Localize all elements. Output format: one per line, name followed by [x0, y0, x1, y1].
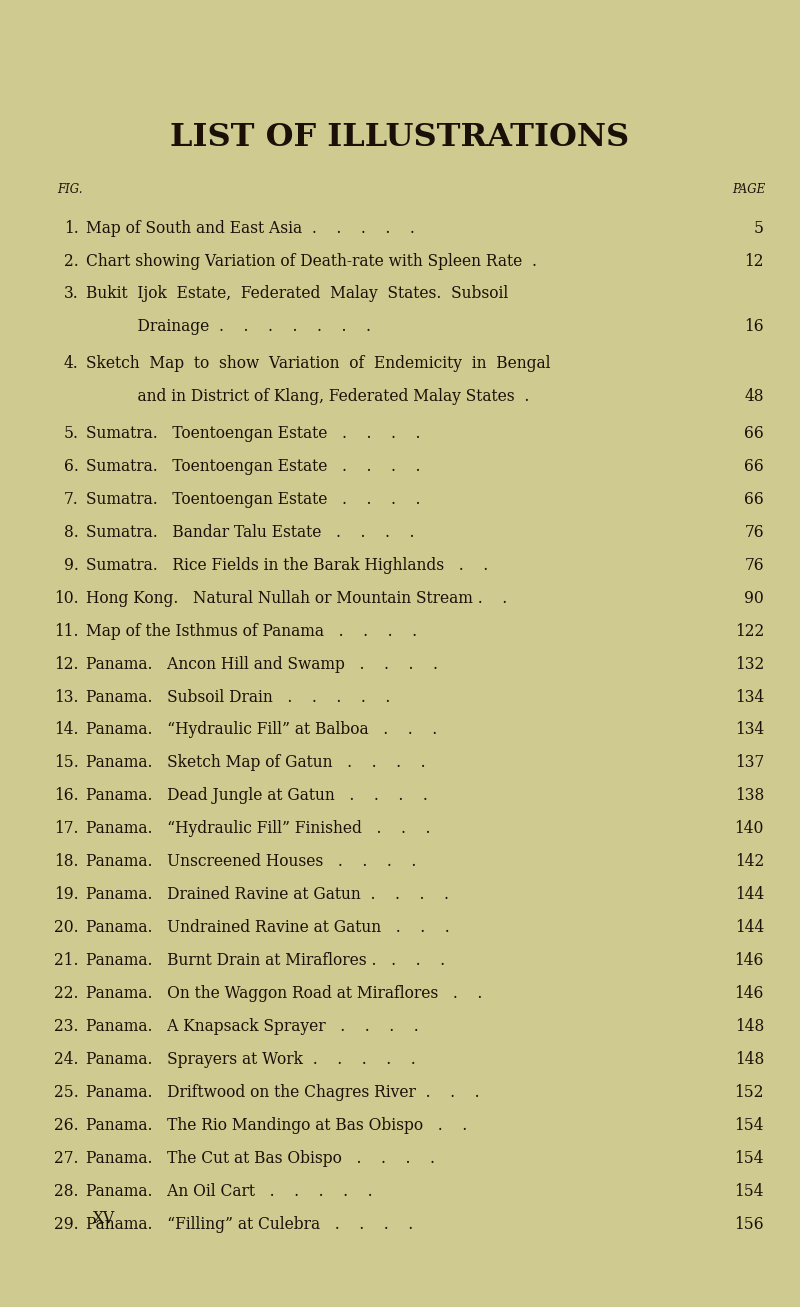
Text: 19.: 19. — [54, 886, 78, 903]
Text: 22.: 22. — [54, 985, 78, 1002]
Text: 14.: 14. — [54, 721, 78, 738]
Text: 142: 142 — [734, 853, 764, 870]
Text: Panama.   On the Waggon Road at Miraflores   .    .: Panama. On the Waggon Road at Miraflores… — [86, 985, 482, 1002]
Text: 12.: 12. — [54, 656, 78, 673]
Text: 66: 66 — [744, 457, 764, 474]
Text: 144: 144 — [734, 919, 764, 936]
Text: 132: 132 — [734, 656, 764, 673]
Text: Map of South and East Asia  .    .    .    .    .: Map of South and East Asia . . . . . — [86, 220, 415, 237]
Text: 18.: 18. — [54, 853, 78, 870]
Text: Panama.   An Oil Cart   .    .    .    .    .: Panama. An Oil Cart . . . . . — [86, 1183, 373, 1200]
Text: 90: 90 — [744, 589, 764, 606]
Text: 122: 122 — [734, 622, 764, 639]
Text: 76: 76 — [744, 524, 764, 541]
Text: Hong Kong.   Natural Nullah or Mountain Stream .    .: Hong Kong. Natural Nullah or Mountain St… — [86, 589, 508, 606]
Text: Panama.   Sprayers at Work  .    .    .    .    .: Panama. Sprayers at Work . . . . . — [86, 1051, 416, 1068]
Text: PAGE: PAGE — [732, 183, 766, 196]
Text: Panama.   “Filling” at Culebra   .    .    .    .: Panama. “Filling” at Culebra . . . . — [86, 1216, 414, 1233]
Text: 5.: 5. — [63, 425, 78, 442]
Text: 154: 154 — [734, 1183, 764, 1200]
Text: 66: 66 — [744, 491, 764, 508]
Text: Panama.   “Hydraulic Fill” Finished   .    .    .: Panama. “Hydraulic Fill” Finished . . . — [86, 821, 431, 838]
Text: 134: 134 — [734, 721, 764, 738]
Text: 134: 134 — [734, 689, 764, 706]
Text: 23.: 23. — [54, 1018, 78, 1035]
Text: 4.: 4. — [64, 356, 78, 372]
Text: 10.: 10. — [54, 589, 78, 606]
Text: Sketch  Map  to  show  Variation  of  Endemicity  in  Bengal: Sketch Map to show Variation of Endemici… — [86, 356, 551, 372]
Text: 66: 66 — [744, 425, 764, 442]
Text: Panama.   Drained Ravine at Gatun  .    .    .    .: Panama. Drained Ravine at Gatun . . . . — [86, 886, 450, 903]
Text: XV: XV — [93, 1209, 115, 1227]
Text: Panama.   Ancon Hill and Swamp   .    .    .    .: Panama. Ancon Hill and Swamp . . . . — [86, 656, 438, 673]
Text: 9.: 9. — [63, 557, 78, 574]
Text: Drainage  .    .    .    .    .    .    .: Drainage . . . . . . . — [118, 319, 371, 336]
Text: LIST OF ILLUSTRATIONS: LIST OF ILLUSTRATIONS — [170, 122, 630, 153]
Text: 140: 140 — [734, 821, 764, 838]
Text: 6.: 6. — [63, 457, 78, 474]
Text: 25.: 25. — [54, 1084, 78, 1100]
Text: Panama.   Undrained Ravine at Gatun   .    .    .: Panama. Undrained Ravine at Gatun . . . — [86, 919, 450, 936]
Text: 76: 76 — [744, 557, 764, 574]
Text: 17.: 17. — [54, 821, 78, 838]
Text: 146: 146 — [734, 985, 764, 1002]
Text: Map of the Isthmus of Panama   .    .    .    .: Map of the Isthmus of Panama . . . . — [86, 622, 418, 639]
Text: Panama.   Subsoil Drain   .    .    .    .    .: Panama. Subsoil Drain . . . . . — [86, 689, 390, 706]
Text: Panama.   Unscreened Houses   .    .    .    .: Panama. Unscreened Houses . . . . — [86, 853, 417, 870]
Text: 154: 154 — [734, 1150, 764, 1167]
Text: 15.: 15. — [54, 754, 78, 771]
Text: Panama.   Burnt Drain at Miraflores .   .    .    .: Panama. Burnt Drain at Miraflores . . . … — [86, 951, 446, 968]
Text: 3.: 3. — [64, 285, 78, 302]
Text: Panama.   Dead Jungle at Gatun   .    .    .    .: Panama. Dead Jungle at Gatun . . . . — [86, 787, 428, 804]
Text: Panama.   A Knapsack Sprayer   .    .    .    .: Panama. A Knapsack Sprayer . . . . — [86, 1018, 419, 1035]
Text: 27.: 27. — [54, 1150, 78, 1167]
Text: 26.: 26. — [54, 1116, 78, 1133]
Text: Sumatra.   Toentoengan Estate   .    .    .    .: Sumatra. Toentoengan Estate . . . . — [86, 425, 421, 442]
Text: 137: 137 — [734, 754, 764, 771]
Text: 154: 154 — [734, 1116, 764, 1133]
Text: Chart showing Variation of Death-rate with Spleen Rate  .: Chart showing Variation of Death-rate wi… — [86, 252, 538, 269]
Text: 5: 5 — [754, 220, 764, 237]
Text: 16.: 16. — [54, 787, 78, 804]
Text: 1.: 1. — [64, 220, 78, 237]
Text: 12: 12 — [745, 252, 764, 269]
Text: Sumatra.   Rice Fields in the Barak Highlands   .    .: Sumatra. Rice Fields in the Barak Highla… — [86, 557, 489, 574]
Text: Bukit  Ijok  Estate,  Federated  Malay  States.  Subsoil: Bukit Ijok Estate, Federated Malay State… — [86, 285, 509, 302]
Text: 13.: 13. — [54, 689, 78, 706]
Text: 7.: 7. — [64, 491, 78, 508]
Text: 20.: 20. — [54, 919, 78, 936]
Text: Panama.   “Hydraulic Fill” at Balboa   .    .    .: Panama. “Hydraulic Fill” at Balboa . . . — [86, 721, 438, 738]
Text: 152: 152 — [734, 1084, 764, 1100]
Text: 138: 138 — [734, 787, 764, 804]
Text: Panama.   The Rio Mandingo at Bas Obispo   .    .: Panama. The Rio Mandingo at Bas Obispo .… — [86, 1116, 468, 1133]
Text: Sumatra.   Toentoengan Estate   .    .    .    .: Sumatra. Toentoengan Estate . . . . — [86, 457, 421, 474]
Text: 146: 146 — [734, 951, 764, 968]
Text: 2.: 2. — [64, 252, 78, 269]
Text: Panama.   The Cut at Bas Obispo   .    .    .    .: Panama. The Cut at Bas Obispo . . . . — [86, 1150, 435, 1167]
Text: 148: 148 — [734, 1051, 764, 1068]
Text: FIG.: FIG. — [58, 183, 83, 196]
Text: and in District of Klang, Federated Malay States  .: and in District of Klang, Federated Mala… — [118, 388, 530, 405]
Text: 148: 148 — [734, 1018, 764, 1035]
Text: 156: 156 — [734, 1216, 764, 1233]
Text: Panama.   Sketch Map of Gatun   .    .    .    .: Panama. Sketch Map of Gatun . . . . — [86, 754, 426, 771]
Text: 21.: 21. — [54, 951, 78, 968]
Text: 48: 48 — [745, 388, 764, 405]
Text: Panama.   Driftwood on the Chagres River  .    .    .: Panama. Driftwood on the Chagres River .… — [86, 1084, 480, 1100]
Text: 28.: 28. — [54, 1183, 78, 1200]
Text: 11.: 11. — [54, 622, 78, 639]
Text: 24.: 24. — [54, 1051, 78, 1068]
Text: Sumatra.   Bandar Talu Estate   .    .    .    .: Sumatra. Bandar Talu Estate . . . . — [86, 524, 415, 541]
Text: 16: 16 — [744, 319, 764, 336]
Text: 144: 144 — [734, 886, 764, 903]
Text: 29.: 29. — [54, 1216, 78, 1233]
Text: Sumatra.   Toentoengan Estate   .    .    .    .: Sumatra. Toentoengan Estate . . . . — [86, 491, 421, 508]
Text: 8.: 8. — [64, 524, 78, 541]
